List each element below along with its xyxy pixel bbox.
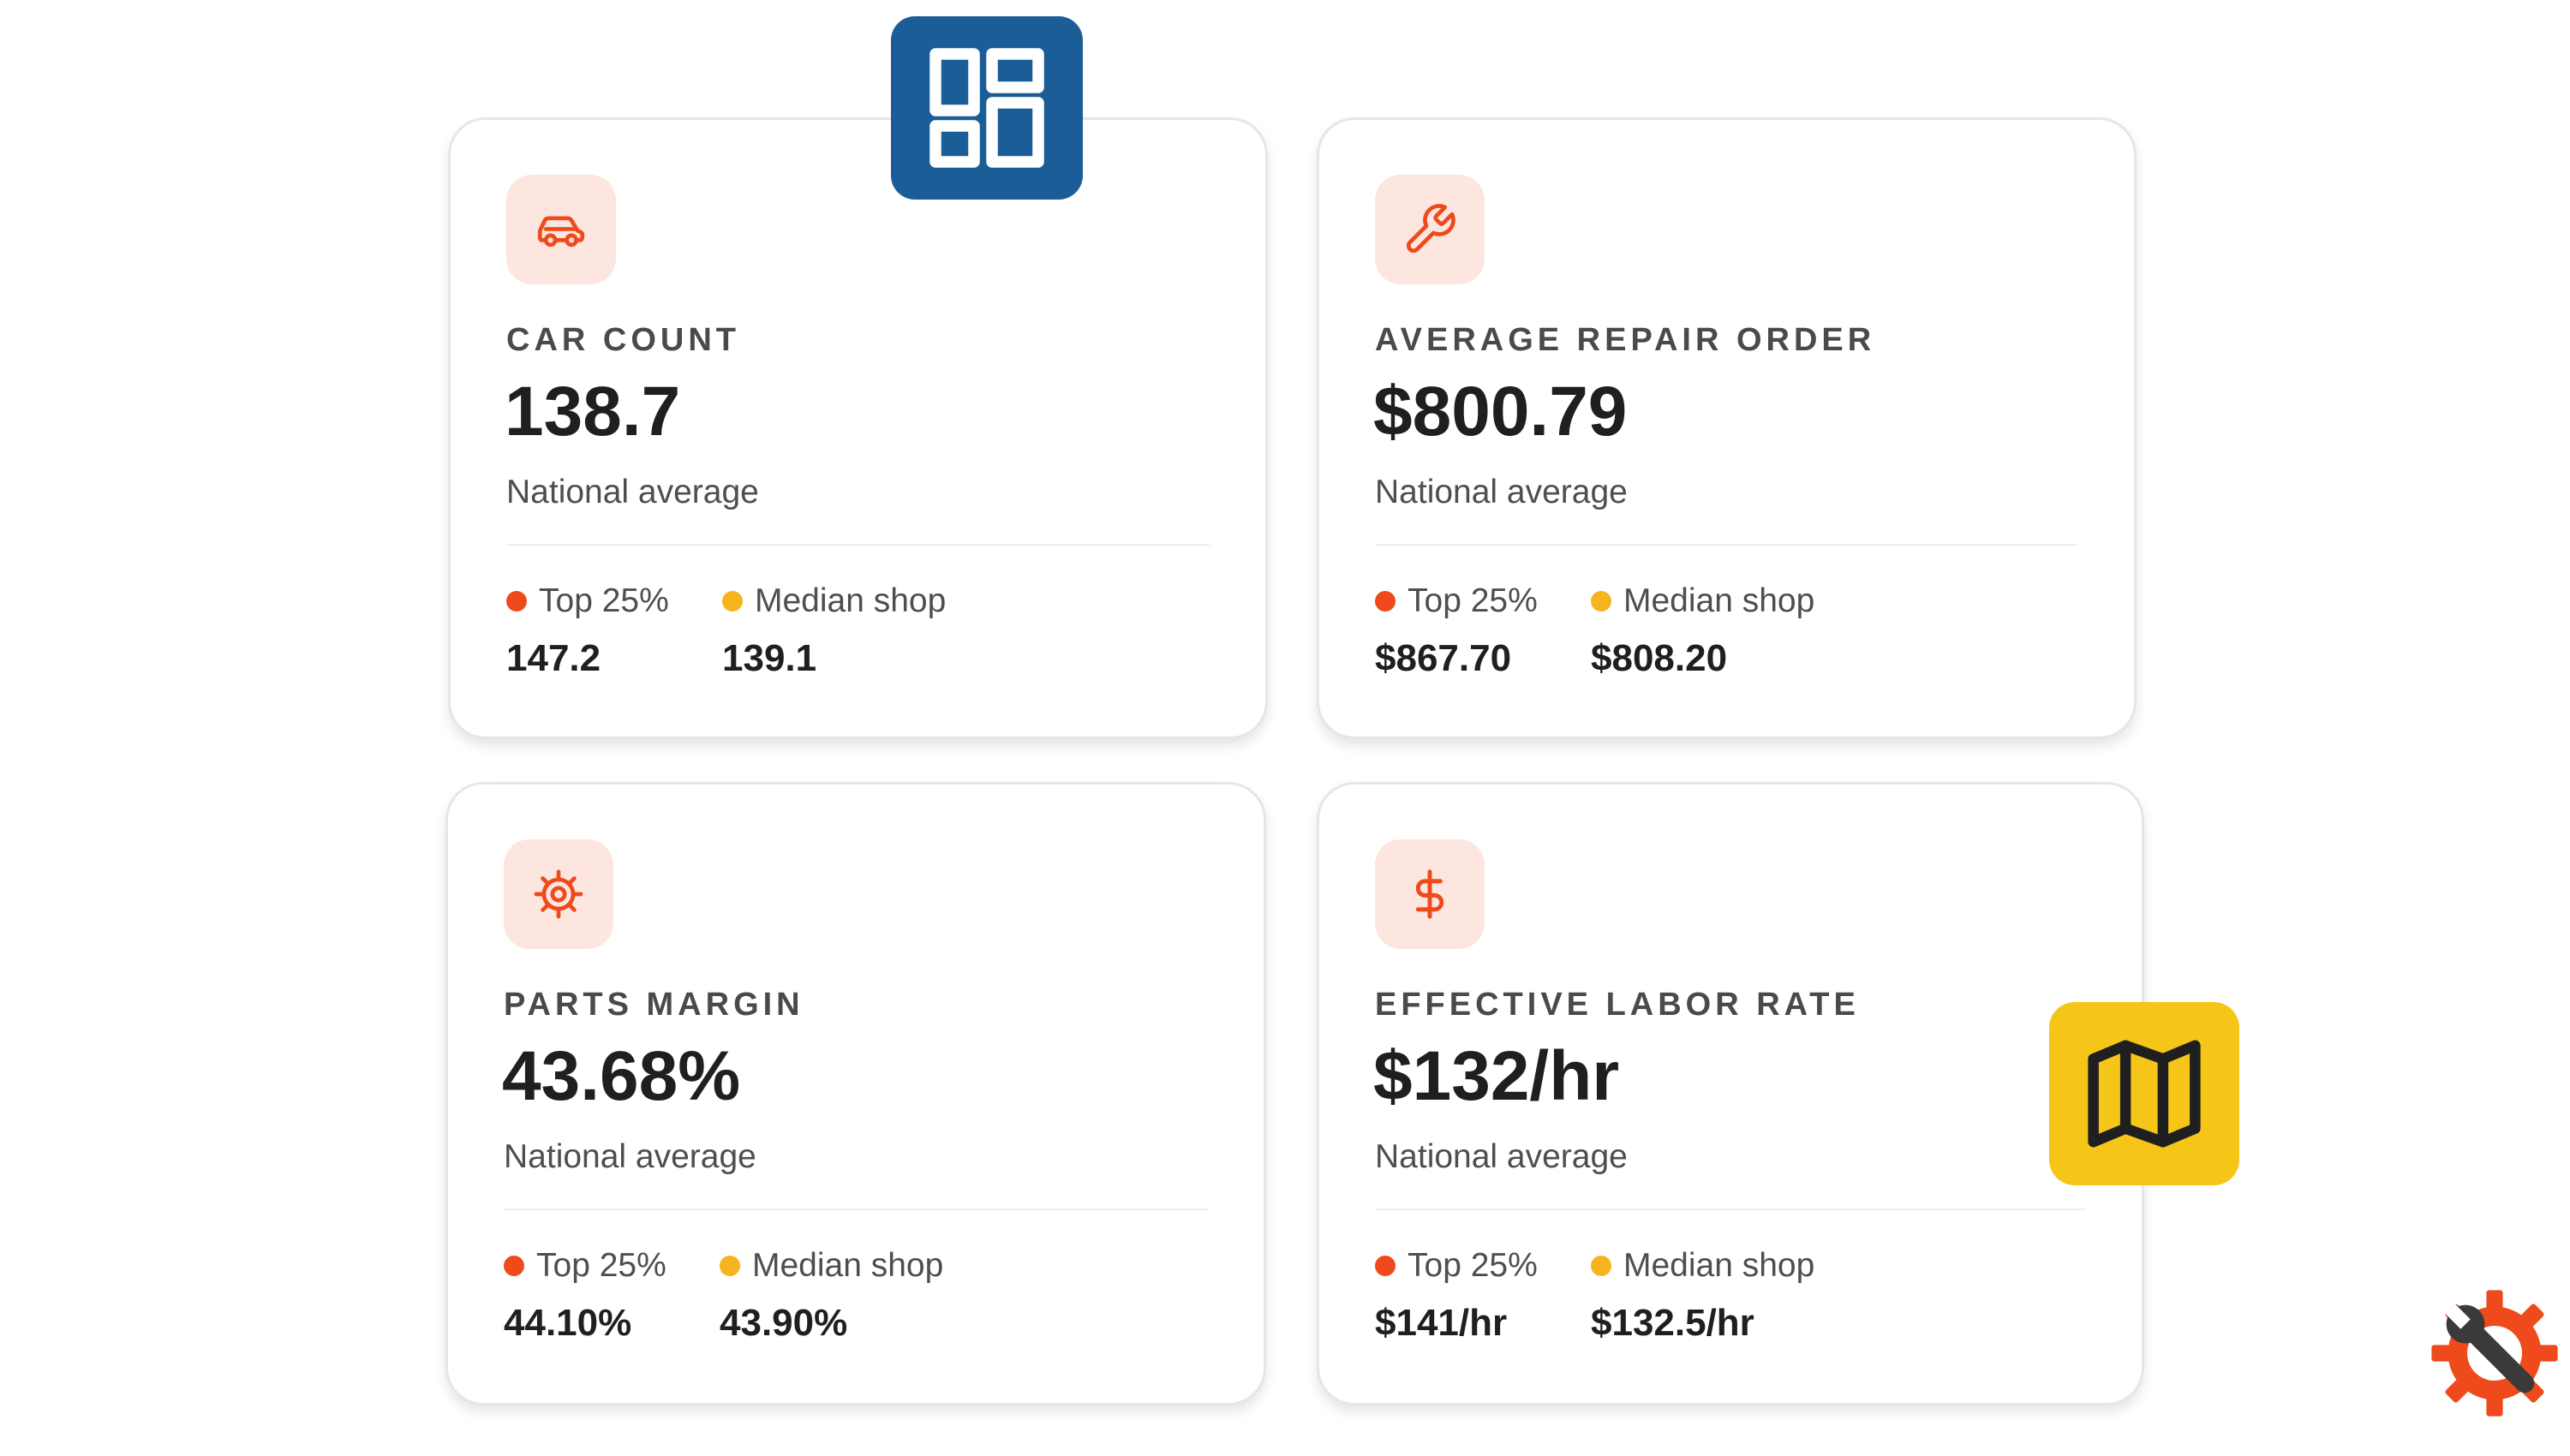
top-25-label: Top 25% [539,582,669,619]
top-25-stat: Top 25% $141/hr [1375,1247,1538,1345]
metric-sublabel: National average [1375,474,1628,510]
median-shop-stat: Median shop $808.20 [1591,582,1814,680]
median-dot-icon [720,1256,740,1276]
top-25-dot-icon [1375,1256,1396,1276]
map-icon [2088,1040,2201,1148]
top-25-value: 44.10% [504,1302,632,1344]
metric-sublabel: National average [506,474,759,510]
median-shop-value: $808.20 [1591,637,1728,679]
metric-sublabel: National average [504,1138,756,1175]
metric-value: 43.68% [502,1037,741,1115]
top-25-stat: Top 25% $867.70 [1375,582,1538,680]
divider [504,1208,1208,1210]
metric-label: PARTS MARGIN [504,987,804,1023]
gear-icon [504,839,613,949]
divider [1375,1208,2086,1210]
dashboard-badge[interactable] [891,16,1083,200]
median-shop-label: Median shop [1623,582,1815,619]
median-dot-icon [722,591,743,612]
top-25-label: Top 25% [536,1247,666,1284]
top-25-stat: Top 25% 147.2 [506,582,669,680]
metric-card-effective-labor-rate: EFFECTIVE LABOR RATE $132/hr National av… [1317,782,2144,1405]
median-shop-label: Median shop [1623,1247,1815,1284]
median-shop-stat: Median shop 139.1 [722,582,946,680]
median-shop-value: 139.1 [722,637,817,679]
top-25-dot-icon [1375,591,1396,612]
metric-card-parts-margin: PARTS MARGIN 43.68% National average Top… [445,782,1266,1405]
metric-value: 138.7 [505,373,681,451]
divider [506,544,1210,546]
median-shop-stat: Median shop 43.90% [720,1247,943,1345]
median-shop-label: Median shop [755,582,947,619]
top-25-dot-icon [504,1256,524,1276]
median-shop-value: 43.90% [720,1302,848,1344]
metric-label: CAR COUNT [506,322,740,358]
top-25-value: 147.2 [506,637,601,679]
dollar-icon [1375,839,1485,949]
median-dot-icon [1591,591,1611,612]
metric-sublabel: National average [1375,1138,1628,1175]
top-25-value: $867.70 [1375,637,1512,679]
metric-card-car-count: CAR COUNT 138.7 National average Top 25%… [448,117,1268,739]
dashboard-grid-icon [929,48,1044,168]
metric-value: $132/hr [1373,1037,1620,1115]
metric-value: $800.79 [1373,373,1628,451]
wrench-icon [1375,175,1485,284]
top-25-label: Top 25% [1408,582,1538,619]
map-badge[interactable] [2049,1002,2239,1185]
top-25-label: Top 25% [1408,1247,1538,1284]
top-25-stat: Top 25% 44.10% [504,1247,666,1345]
median-shop-stat: Median shop $132.5/hr [1591,1247,1814,1345]
median-dot-icon [1591,1256,1611,1276]
metric-card-average-repair-order: AVERAGE REPAIR ORDER $800.79 National av… [1317,117,2137,739]
median-shop-label: Median shop [752,1247,944,1284]
car-icon [506,175,616,284]
top-25-value: $141/hr [1375,1302,1508,1344]
median-shop-value: $132.5/hr [1591,1302,1754,1344]
gear-wrench-icon[interactable] [2426,1285,2563,1422]
metric-label: EFFECTIVE LABOR RATE [1375,987,1860,1023]
divider [1375,544,2078,546]
metric-label: AVERAGE REPAIR ORDER [1375,322,1876,358]
top-25-dot-icon [506,591,527,612]
